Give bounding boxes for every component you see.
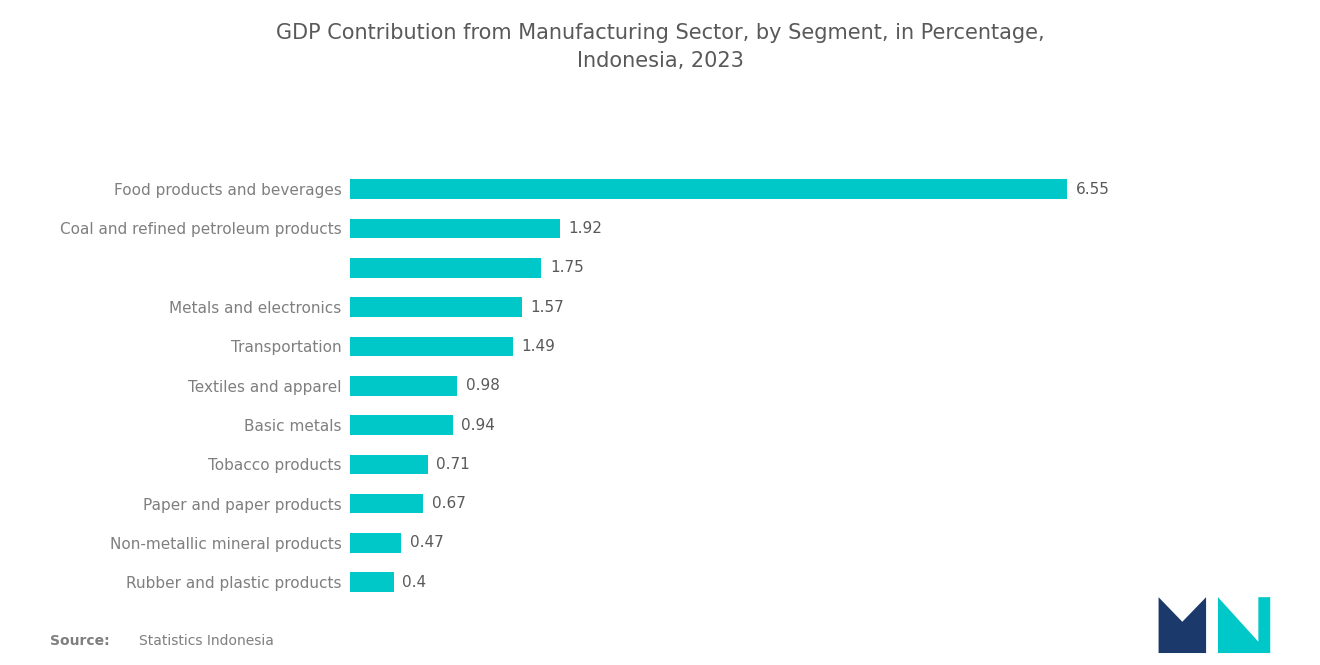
Bar	[350, 258, 541, 277]
Bar	[350, 180, 1067, 199]
Text: 1.92: 1.92	[569, 221, 603, 236]
Text: 0.67: 0.67	[432, 496, 466, 511]
Bar	[350, 219, 560, 238]
Text: 0.94: 0.94	[462, 418, 495, 432]
Text: 0.98: 0.98	[466, 378, 500, 393]
Text: 6.55: 6.55	[1076, 182, 1109, 197]
Text: 0.71: 0.71	[437, 457, 470, 472]
Bar	[350, 297, 521, 317]
Bar	[350, 533, 401, 553]
Bar	[350, 336, 513, 356]
Bar	[350, 454, 428, 474]
Text: 1.49: 1.49	[521, 339, 556, 354]
Text: Source:: Source:	[50, 634, 110, 648]
Text: 0.4: 0.4	[403, 575, 426, 590]
Bar	[350, 415, 453, 435]
Bar	[350, 376, 457, 396]
Text: Statistics Indonesia: Statistics Indonesia	[139, 634, 273, 648]
Bar	[350, 573, 393, 592]
Text: GDP Contribution from Manufacturing Sector, by Segment, in Percentage,
Indonesia: GDP Contribution from Manufacturing Sect…	[276, 23, 1044, 71]
Bar	[350, 494, 424, 513]
Text: 0.47: 0.47	[411, 535, 444, 551]
Text: 1.75: 1.75	[550, 260, 583, 275]
Text: 1.57: 1.57	[531, 299, 564, 315]
